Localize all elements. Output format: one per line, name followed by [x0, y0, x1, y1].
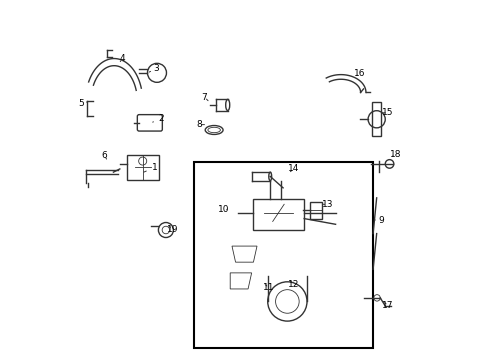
- Text: 6: 6: [102, 151, 107, 160]
- Text: 10: 10: [218, 205, 229, 214]
- Text: 9: 9: [374, 216, 383, 225]
- Text: 14: 14: [287, 164, 299, 173]
- Bar: [194, 162, 372, 348]
- Text: 8: 8: [196, 120, 204, 129]
- Text: 12: 12: [287, 280, 299, 289]
- Text: 11: 11: [263, 283, 274, 292]
- Text: 5: 5: [78, 99, 86, 108]
- Text: 17: 17: [382, 301, 393, 310]
- Text: 4: 4: [119, 54, 125, 63]
- Text: 15: 15: [382, 108, 393, 117]
- Text: 7: 7: [201, 93, 207, 102]
- Text: 1: 1: [143, 163, 157, 172]
- Text: 3: 3: [149, 64, 159, 73]
- Text: 19: 19: [166, 225, 178, 234]
- Text: 16: 16: [353, 69, 365, 78]
- Text: 18: 18: [389, 150, 400, 159]
- Text: 2: 2: [152, 114, 164, 123]
- Text: 13: 13: [321, 200, 332, 209]
